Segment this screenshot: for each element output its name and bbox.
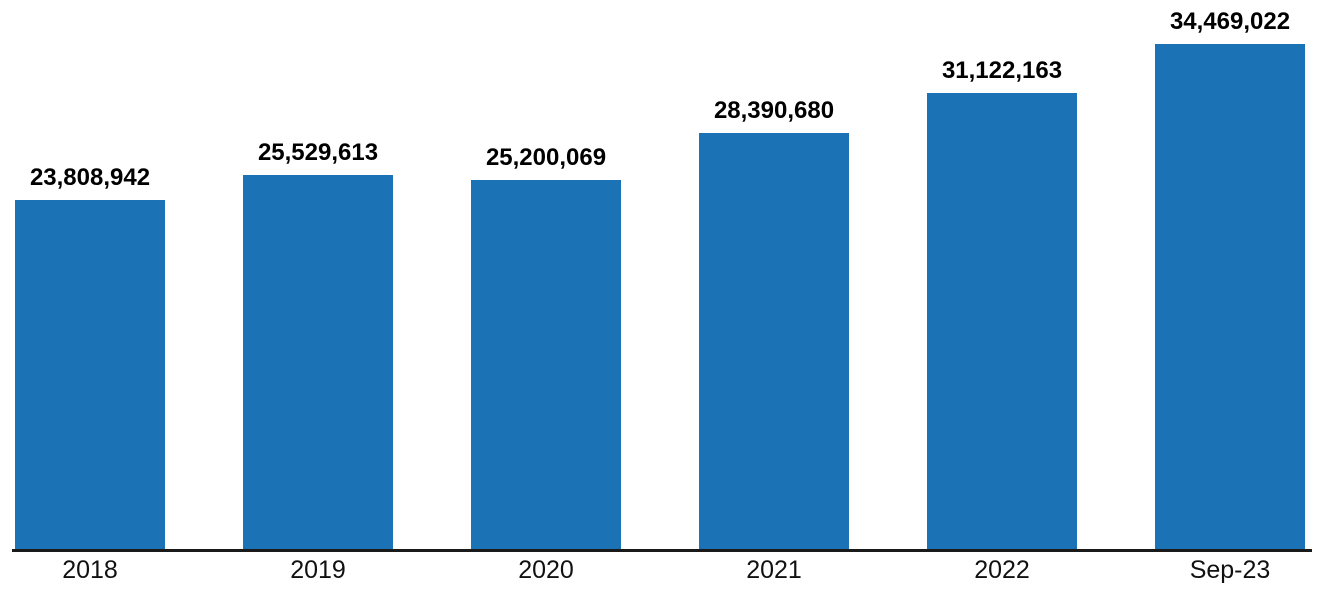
x-axis-tick-label: 2020	[518, 556, 574, 584]
bar	[243, 175, 393, 550]
x-axis-tick-label: 2021	[746, 556, 802, 584]
bar-value-label: 34,469,022	[1169, 8, 1291, 35]
x-axis-line	[12, 549, 1312, 552]
bar-value-label: 28,390,680	[713, 97, 835, 124]
bar-value-label: 25,529,613	[257, 139, 379, 166]
bar	[15, 200, 165, 550]
bar-value-label: 31,122,163	[941, 57, 1063, 84]
bar	[927, 93, 1077, 550]
bar	[699, 133, 849, 550]
x-axis-tick-label: 2018	[62, 556, 118, 584]
bar-value-label: 25,200,069	[485, 144, 607, 171]
bar	[471, 180, 621, 550]
x-axis-tick-label: 2022	[974, 556, 1030, 584]
bar-value-label: 23,808,942	[29, 164, 151, 191]
bar	[1155, 44, 1305, 550]
x-axis-tick-label: Sep-23	[1189, 556, 1271, 584]
x-axis-tick-label: 2019	[290, 556, 346, 584]
